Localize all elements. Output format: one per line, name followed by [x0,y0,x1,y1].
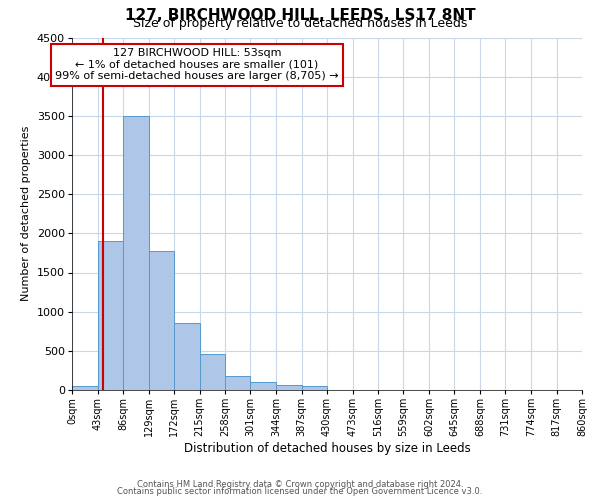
Text: Contains public sector information licensed under the Open Government Licence v3: Contains public sector information licen… [118,487,482,496]
Bar [97,241,123,390]
Bar [174,324,199,390]
Y-axis label: Number of detached properties: Number of detached properties [22,126,31,302]
Bar [123,116,149,390]
Bar [199,354,225,390]
Bar [225,376,251,390]
Text: 127, BIRCHWOOD HILL, LEEDS, LS17 8NT: 127, BIRCHWOOD HILL, LEEDS, LS17 8NT [125,8,475,22]
Bar [302,386,327,390]
Bar [72,386,97,390]
Bar [276,386,302,390]
Bar [149,250,174,390]
X-axis label: Distribution of detached houses by size in Leeds: Distribution of detached houses by size … [184,442,470,455]
Bar [251,382,276,390]
Text: Contains HM Land Registry data © Crown copyright and database right 2024.: Contains HM Land Registry data © Crown c… [137,480,463,489]
Text: Size of property relative to detached houses in Leeds: Size of property relative to detached ho… [133,18,467,30]
Text: 127 BIRCHWOOD HILL: 53sqm
← 1% of detached houses are smaller (101)
99% of semi-: 127 BIRCHWOOD HILL: 53sqm ← 1% of detach… [55,48,339,82]
